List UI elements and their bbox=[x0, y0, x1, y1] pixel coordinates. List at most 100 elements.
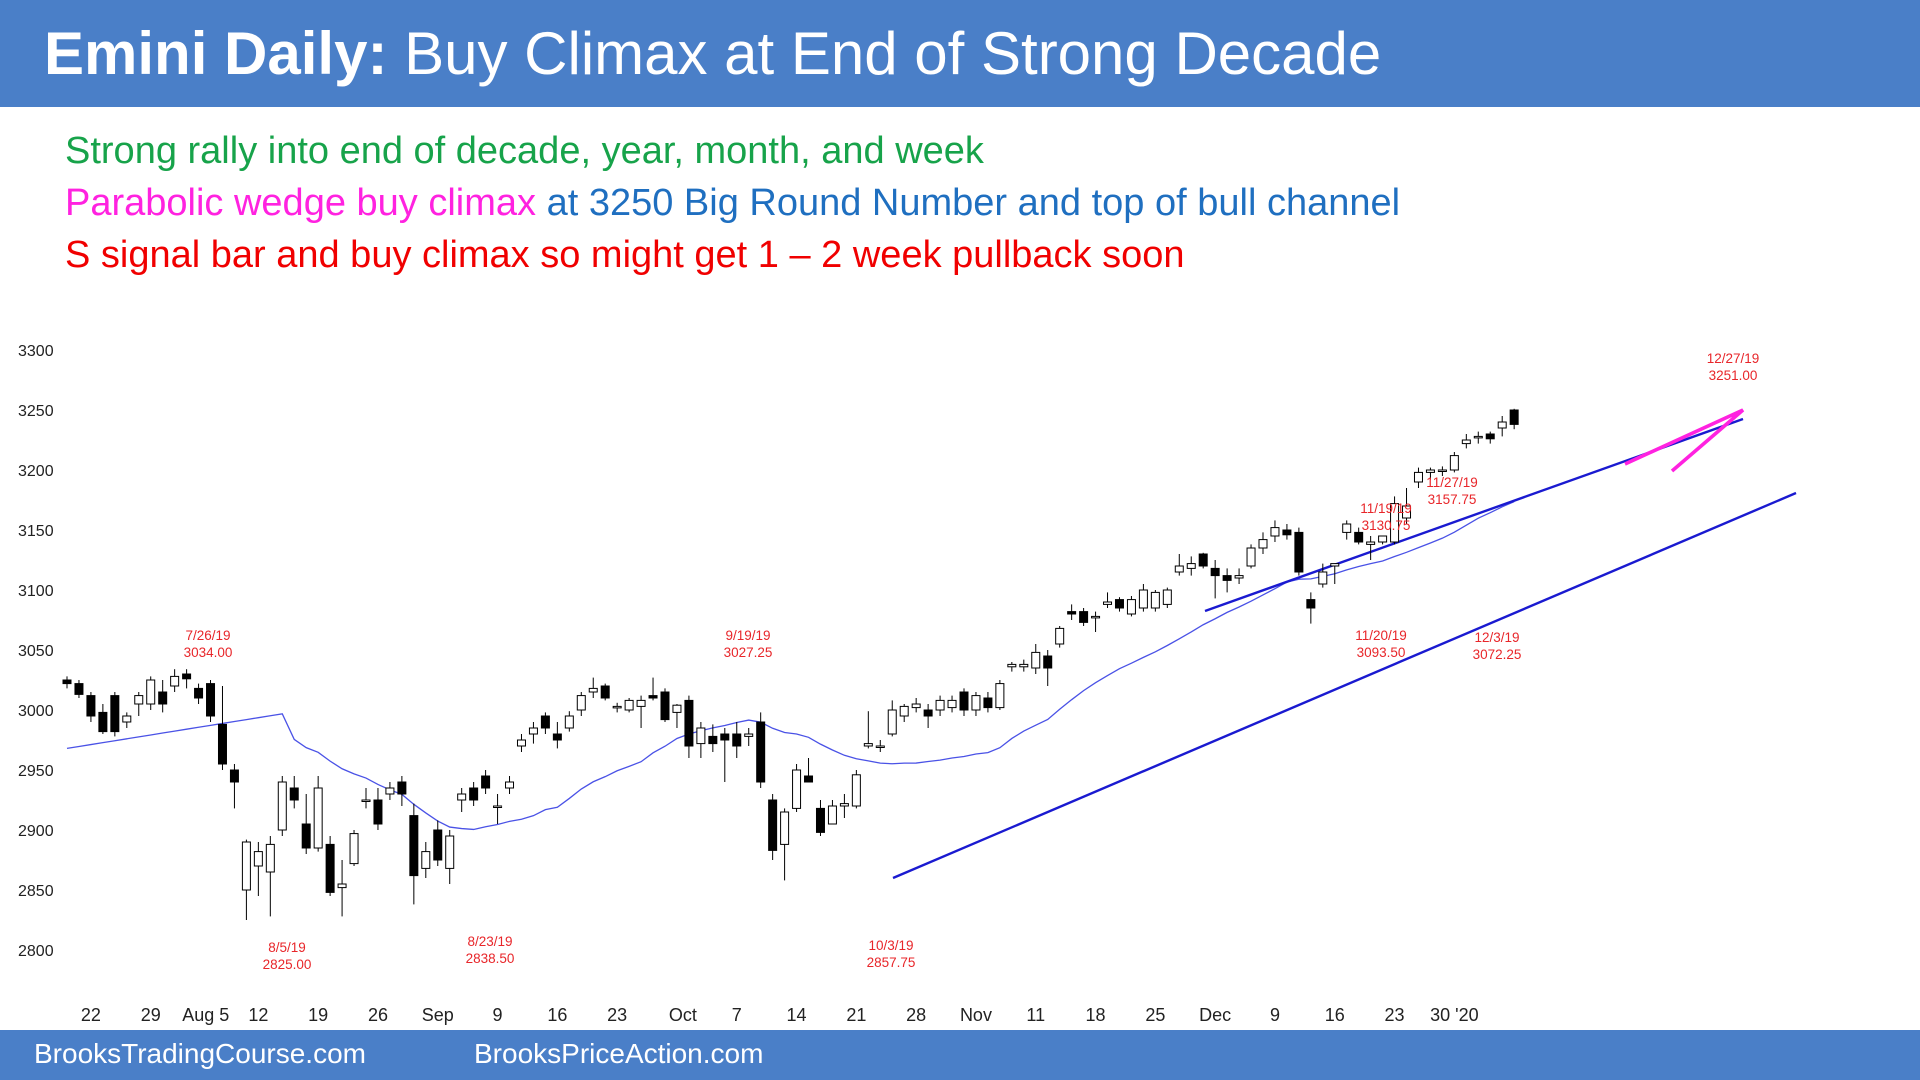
candle bbox=[86, 692, 96, 722]
candle bbox=[1342, 520, 1352, 540]
candle-body bbox=[983, 697, 993, 709]
candle bbox=[325, 836, 335, 896]
candle bbox=[1366, 536, 1376, 560]
candle-body bbox=[1234, 575, 1244, 579]
candle bbox=[277, 776, 287, 836]
candle-body bbox=[600, 685, 610, 699]
candle bbox=[1007, 662, 1017, 672]
candles bbox=[62, 408, 1519, 920]
candle-body bbox=[229, 769, 239, 783]
footer-right-link[interactable]: BrooksPriceAction.com bbox=[474, 1038, 764, 1069]
candle-body bbox=[1258, 539, 1268, 549]
candle-body bbox=[911, 703, 921, 709]
candle bbox=[217, 686, 227, 770]
candle bbox=[744, 728, 754, 746]
candle-body bbox=[1270, 527, 1280, 537]
trend-lines bbox=[892, 408, 1797, 880]
candle-body bbox=[349, 833, 359, 865]
candle bbox=[373, 788, 383, 830]
footer-left-link[interactable]: BrooksTradingCourse.com bbox=[34, 1038, 366, 1069]
x-tick-label: Dec bbox=[1199, 1005, 1231, 1025]
candle bbox=[361, 788, 371, 809]
candle bbox=[947, 695, 957, 713]
candle bbox=[1318, 563, 1328, 588]
x-tick-label: Oct bbox=[669, 1005, 697, 1025]
page-title: Emini Daily: Buy Climax at End of Strong… bbox=[44, 18, 1381, 90]
annotation-date: 12/3/19 bbox=[1474, 630, 1519, 645]
candle bbox=[457, 788, 467, 812]
candle-body bbox=[1055, 627, 1065, 645]
candle bbox=[253, 842, 263, 896]
candle bbox=[600, 683, 610, 701]
candle bbox=[194, 683, 204, 704]
candle bbox=[1306, 592, 1316, 624]
candle-body bbox=[385, 787, 395, 795]
candle-body bbox=[684, 699, 694, 747]
candle bbox=[935, 695, 945, 716]
candle bbox=[923, 704, 933, 728]
candle-body bbox=[1413, 471, 1423, 483]
candle-body bbox=[516, 739, 526, 747]
candle bbox=[110, 692, 120, 737]
candle-body bbox=[851, 774, 861, 807]
y-axis: 3300 3250 3200 3150 3100 3050 3000 2950 2900 2850… bbox=[18, 343, 54, 960]
candle bbox=[696, 722, 706, 758]
candle bbox=[229, 764, 239, 809]
candle bbox=[995, 680, 1005, 710]
candle bbox=[780, 808, 790, 881]
y-tick-label: 2900 bbox=[18, 823, 54, 840]
candle-body bbox=[672, 704, 682, 713]
candle-body bbox=[1079, 611, 1089, 623]
candle bbox=[1437, 466, 1447, 476]
candle bbox=[971, 692, 981, 716]
candle bbox=[445, 830, 455, 884]
y-tick-label: 3000 bbox=[18, 703, 54, 720]
candle-body bbox=[756, 721, 766, 783]
candle-body bbox=[1294, 531, 1304, 573]
candle-body bbox=[289, 787, 299, 801]
candle-body bbox=[863, 743, 873, 747]
x-tick-label: 21 bbox=[846, 1005, 866, 1025]
candle bbox=[62, 676, 72, 689]
candle-body bbox=[971, 695, 981, 711]
candle-body bbox=[493, 805, 503, 808]
x-tick-label: 28 bbox=[906, 1005, 926, 1025]
candle-body bbox=[588, 687, 598, 693]
note-line-2-wedge: Parabolic wedge buy climax bbox=[65, 182, 537, 224]
candle bbox=[337, 860, 347, 917]
candle bbox=[839, 794, 849, 818]
candle-body bbox=[1186, 563, 1196, 569]
candle-body bbox=[253, 851, 263, 867]
candle-body bbox=[1210, 567, 1220, 577]
candle bbox=[1162, 587, 1172, 608]
candle-body bbox=[1043, 655, 1053, 669]
note-line-2: Parabolic wedge buy climax at 3250 Big R… bbox=[65, 180, 1400, 226]
candle-body bbox=[110, 695, 120, 733]
candle-body bbox=[194, 687, 204, 699]
candle-body bbox=[433, 829, 443, 861]
candle-body bbox=[1031, 651, 1041, 669]
lower-channel-line bbox=[892, 491, 1797, 880]
candle-body bbox=[1509, 409, 1519, 425]
candle-body bbox=[1174, 565, 1184, 573]
candle bbox=[469, 782, 479, 806]
x-tick-label: 26 bbox=[368, 1005, 388, 1025]
y-tick-label: 3150 bbox=[18, 523, 54, 540]
candle bbox=[720, 728, 730, 782]
x-tick-label: 18 bbox=[1086, 1005, 1106, 1025]
annotation-price: 3072.25 bbox=[1473, 647, 1522, 662]
candle bbox=[1103, 592, 1113, 608]
candle-body bbox=[158, 691, 168, 705]
title-banner: Emini Daily: Buy Climax at End of Strong… bbox=[0, 0, 1920, 107]
candle-body bbox=[1330, 563, 1340, 567]
candle-body bbox=[1198, 553, 1208, 567]
candle bbox=[648, 677, 658, 701]
candle-body bbox=[1306, 599, 1316, 609]
candle-body bbox=[576, 695, 586, 711]
candle bbox=[1126, 596, 1136, 617]
candle bbox=[588, 677, 598, 698]
x-tick-label: 9 bbox=[1270, 1005, 1280, 1025]
candle-body bbox=[397, 781, 407, 795]
x-tick-label: 23 bbox=[607, 1005, 627, 1025]
candle bbox=[170, 669, 180, 692]
